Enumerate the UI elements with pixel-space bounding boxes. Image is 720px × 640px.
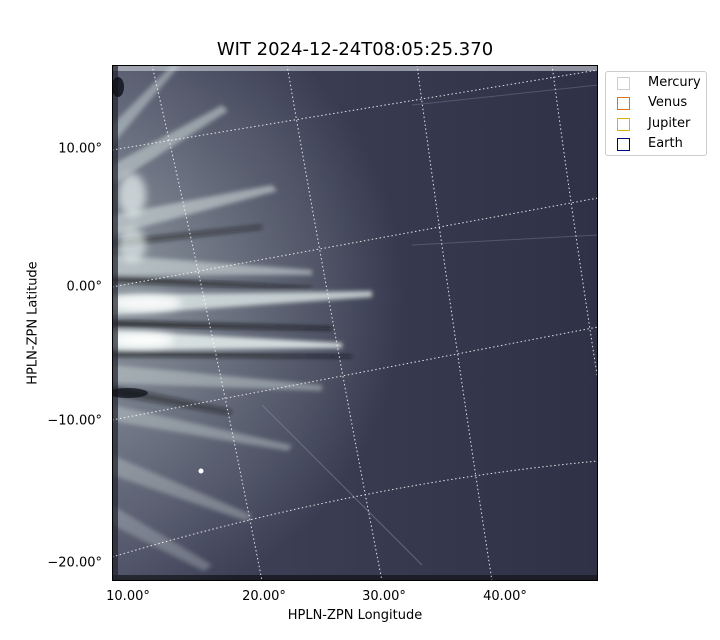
streamer-ray [112,330,342,350]
longitude-line [416,65,493,581]
legend-label: Earth [648,136,683,151]
streamer-ray [112,65,180,145]
streamer-ray [112,185,277,235]
x-tick-label: 20.00° [242,589,286,604]
latitude-line [112,326,598,421]
legend-item-jupiter: Jupiter [606,115,706,135]
x-tick-label: 10.00° [106,589,150,604]
axes-frame [112,65,598,581]
limb-edge-strip [112,65,118,581]
legend-swatch [617,77,630,90]
legend-label: Mercury [648,75,701,90]
streamer-ray [112,455,252,521]
longitude-line [551,65,598,382]
bright-blob [112,295,182,311]
legend: Mercury Venus Jupiter Earth [605,71,707,156]
streamer-ray [112,365,322,391]
dark-blob [112,77,124,97]
y-tick-label: 0.00° [66,279,102,295]
coronal-streamers [112,65,372,571]
faint-streak [261,404,423,566]
legend-item-venus: Venus [606,94,706,114]
bright-blob [118,227,146,263]
y-axis-label: HPLN-ZPN Latitude [25,261,41,385]
dark-blob [112,388,148,398]
legend-item-mercury: Mercury [606,74,706,94]
x-tick-label: 30.00° [362,589,406,604]
legend-swatch [617,97,630,110]
y-tick-label: 10.00° [58,141,102,157]
legend-item-earth: Earth [606,135,706,155]
y-tick-label: −10.00° [47,413,102,429]
coordinate-grid [112,65,598,581]
bright-spot [198,468,204,474]
streamer-ray [112,291,372,315]
faint-streak [411,84,598,106]
streamer-ray [112,105,228,185]
legend-label: Jupiter [648,116,691,131]
bright-blob [112,333,174,347]
y-tick-label: −20.00° [47,555,102,571]
x-axis-label: HPLN-ZPN Longitude [287,608,423,623]
dark-ray [112,225,262,247]
dark-ray [112,275,312,290]
limb-dark-edge [112,65,148,581]
streamer-ray [112,255,312,275]
x-tick-label: 40.00° [483,589,527,604]
streamer-ray [112,405,292,451]
longitude-line [151,65,263,581]
figure-title: WIT 2024-12-24T08:05:25.370 [216,39,494,60]
dark-ray [112,350,352,358]
legend-swatch [617,118,630,131]
bright-core-blobs [112,173,182,347]
bright-blob [118,173,146,217]
legend-swatch [617,138,630,151]
streamer-ray [112,505,212,571]
legend-label: Venus [648,95,688,110]
longitude-line [286,65,383,581]
dark-ray [112,320,332,330]
solar-image-panel [112,65,598,581]
faint-streak [411,234,598,246]
